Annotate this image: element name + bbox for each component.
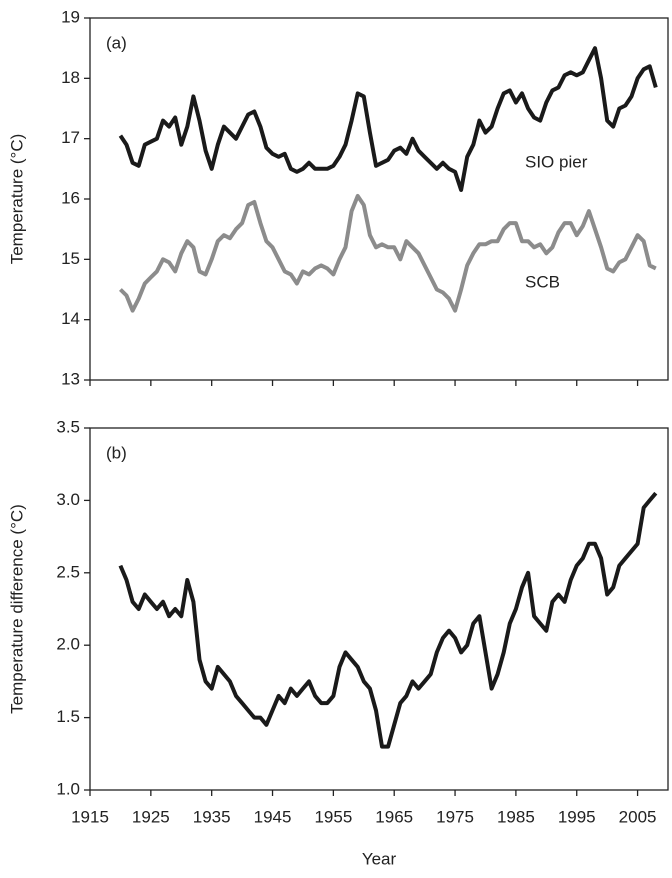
panel-label: (b) (106, 443, 127, 462)
x-axis-label: Year (362, 849, 397, 868)
y-tick-label: 19 (61, 7, 80, 26)
y-tick-label: 3.0 (56, 490, 80, 509)
line-series (118, 194, 657, 313)
x-tick-label: 1995 (558, 807, 596, 826)
y-tick-label: 16 (61, 188, 80, 207)
y-tick-label: 1.5 (56, 707, 80, 726)
x-tick-label: 1975 (436, 807, 474, 826)
y-tick-label: 15 (61, 249, 80, 268)
y-tick-label: 17 (61, 128, 80, 147)
panel-label: (a) (106, 33, 127, 52)
y-axis-label: Temperature (°C) (7, 134, 26, 265)
y-tick-label: 3.5 (56, 417, 80, 436)
x-tick-label: 1965 (375, 807, 413, 826)
x-tick-label: 1955 (314, 807, 352, 826)
y-tick-label: 13 (61, 369, 80, 388)
line-series (118, 46, 658, 192)
series-label: SCB (525, 272, 560, 291)
y-tick-label: 2.5 (56, 562, 80, 581)
line-series (118, 491, 658, 749)
x-tick-label: 1925 (132, 807, 170, 826)
y-tick-label: 1.0 (56, 779, 80, 798)
y-tick-label: 18 (61, 68, 80, 87)
x-tick-label: 1915 (71, 807, 109, 826)
x-tick-label: 2005 (619, 807, 657, 826)
x-tick-label: 1935 (193, 807, 231, 826)
x-tick-label: 1945 (254, 807, 292, 826)
x-tick-label: 1985 (497, 807, 535, 826)
series-label: SIO pier (525, 152, 588, 171)
y-axis-label: Temperature difference (°C) (7, 504, 26, 714)
y-tick-label: 2.0 (56, 635, 80, 654)
plot-frame (89, 427, 669, 791)
y-tick-label: 14 (61, 309, 80, 328)
